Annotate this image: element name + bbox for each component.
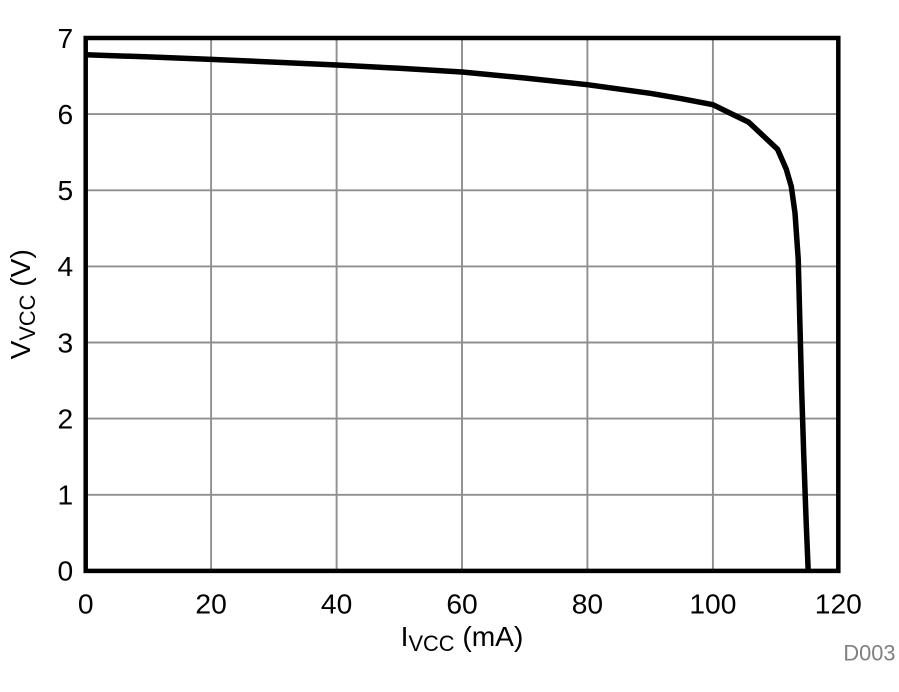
svg-text:60: 60 [446, 588, 477, 620]
svg-text:2: 2 [58, 402, 74, 434]
svg-text:D003: D003 [843, 640, 895, 665]
svg-text:0: 0 [78, 588, 94, 620]
svg-text:120: 120 [815, 588, 862, 620]
svg-text:6: 6 [58, 98, 74, 130]
svg-text:20: 20 [195, 588, 226, 620]
svg-text:0: 0 [58, 555, 74, 587]
svg-text:100: 100 [689, 588, 736, 620]
svg-text:3: 3 [58, 326, 74, 358]
svg-text:40: 40 [321, 588, 352, 620]
svg-text:80: 80 [572, 588, 603, 620]
svg-text:4: 4 [58, 250, 74, 282]
svg-text:5: 5 [58, 174, 74, 206]
svg-text:7: 7 [58, 22, 74, 54]
svg-text:1: 1 [58, 479, 74, 511]
